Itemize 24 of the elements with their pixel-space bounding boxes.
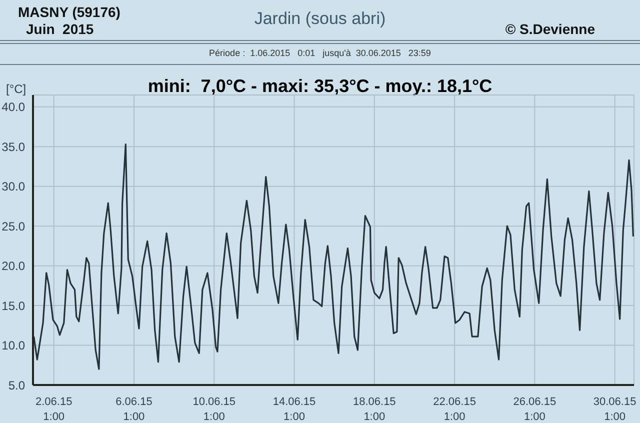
y-tick-label: 20.0 [2,259,26,274]
x-tick-label: 2.06.15 1:00 [36,396,72,423]
x-tick-label: 14.06.15 1:00 [272,396,316,423]
y-tick-label: 40.0 [2,100,26,114]
y-tick-label: 5.0 [8,378,26,392]
x-tick-label: 26.06.15 1:00 [513,396,556,423]
x-tick-label: 30.06.15 1:00 [593,396,636,423]
y-axis-title: [°C] [6,82,26,96]
x-tick-label: 10.06.15 1:00 [192,396,236,423]
y-tick-label: 10.0 [2,338,26,353]
text: MASNY (59176) [18,4,120,20]
chart-title: Jardin (sous abri) [254,9,386,28]
y-tick-label: 25.0 [2,219,26,234]
x-tick-label: 18.06.15 1:00 [352,396,396,423]
line-series [33,143,634,370]
text: © S.Devienne [505,21,595,37]
text: Période : 1.06.2015 0:01 jusqu'à 30.06.2015 23:59 [208,48,432,58]
y-tick-label: 30.0 [2,180,26,194]
x-tick-label: 22.06.15 1:00 [433,396,476,423]
chart-subtitle: mini: 7,0°C - maxi: 35,3°C - moy.: 18,1°C [148,76,492,96]
x-tick-label: 6.06.15 1:00 [116,396,152,423]
text: Juin 2015 [26,21,94,37]
y-tick-label: 35.0 [2,140,26,154]
y-tick-label: 15.0 [2,298,26,313]
